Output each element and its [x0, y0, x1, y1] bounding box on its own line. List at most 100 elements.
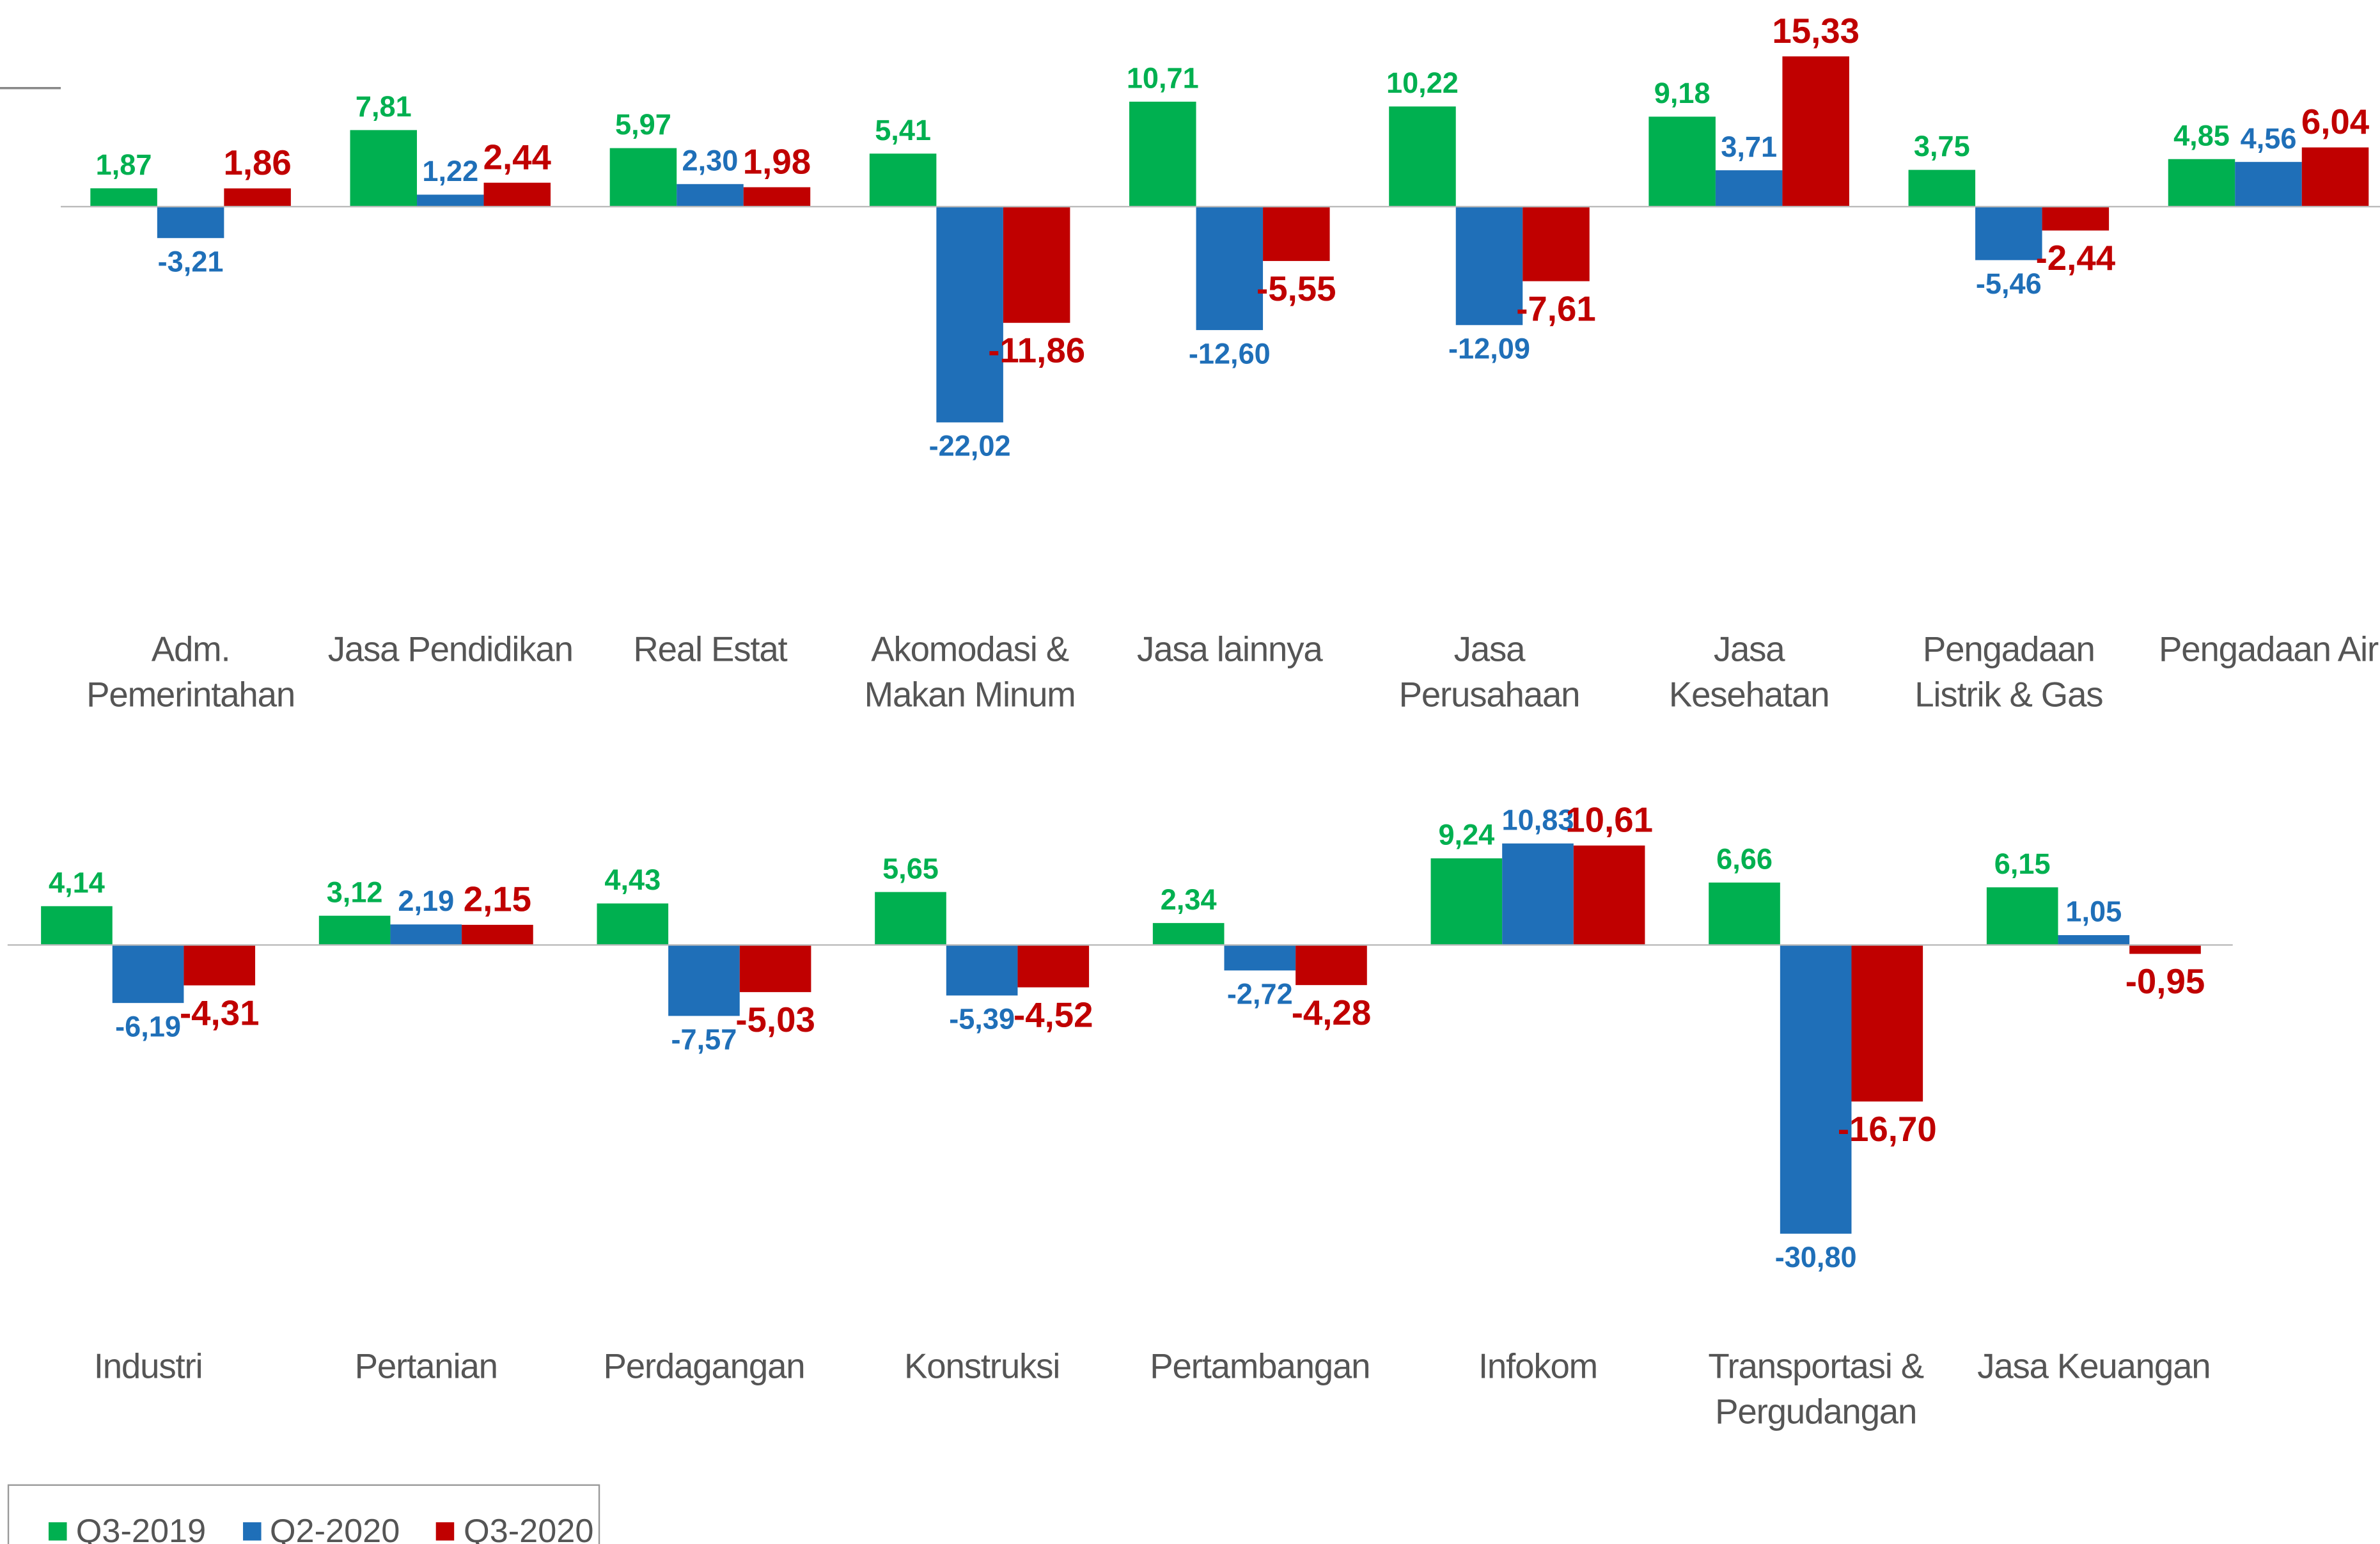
- bar: [462, 924, 533, 945]
- bar: [1573, 845, 1645, 945]
- bar: [1986, 887, 2058, 945]
- bar: [869, 154, 937, 207]
- bar: [2301, 147, 2369, 207]
- data-label: -5,46: [1976, 267, 2042, 300]
- data-label: -4,31: [180, 993, 260, 1032]
- bar: [1196, 207, 1264, 331]
- bar: [318, 915, 391, 945]
- bar: [157, 207, 224, 239]
- data-label: 6,04: [2301, 102, 2370, 141]
- data-label: -4,28: [1292, 993, 1372, 1032]
- x-tick-label: Jasa Pendidikan: [327, 629, 574, 669]
- data-label: 1,86: [223, 143, 291, 182]
- data-label: 6,15: [1994, 847, 2051, 880]
- bar: [483, 182, 551, 207]
- bar: [946, 945, 1018, 996]
- bar: [1851, 945, 1923, 1102]
- data-label: -5,55: [1257, 269, 1336, 308]
- bar: [224, 188, 291, 207]
- x-tick-label: Pertambangan: [1150, 1346, 1370, 1386]
- bar: [668, 945, 740, 1016]
- bar: [1430, 858, 1503, 945]
- data-label: 5,65: [882, 852, 939, 885]
- legend-swatch: [49, 1522, 67, 1541]
- data-label: 3,12: [327, 876, 383, 908]
- data-label: -2,44: [2036, 239, 2116, 278]
- data-label: 1,98: [743, 142, 811, 181]
- data-label: 3,71: [1721, 130, 1777, 163]
- data-label: 2,44: [483, 138, 552, 177]
- legend-swatch: [242, 1522, 261, 1541]
- x-tick-label: Real Estat: [633, 629, 787, 669]
- bar: [1715, 170, 1783, 207]
- data-label: 1,05: [2065, 895, 2122, 928]
- data-label: 10,61: [1565, 801, 1653, 840]
- bar: [1502, 843, 1574, 945]
- bar: [1975, 207, 2042, 260]
- data-label: 3,75: [1914, 130, 1970, 162]
- bar: [2168, 159, 2235, 207]
- bar: [1908, 169, 1976, 207]
- legend-item: Q2-2020: [242, 1504, 400, 1544]
- bar: [1017, 945, 1090, 988]
- data-label: -22,02: [929, 430, 1011, 462]
- data-label: 1,22: [422, 155, 478, 187]
- data-label: 5,41: [875, 114, 931, 146]
- legend-label: Q2-2020: [269, 1511, 400, 1544]
- data-label: -3,21: [158, 245, 224, 278]
- x-tick-label: Jasa Keuangan: [1977, 1346, 2211, 1386]
- data-label: 10,83: [1502, 803, 1574, 836]
- data-label: -2,72: [1227, 978, 1293, 1011]
- legend-label: Q3-2019: [75, 1511, 207, 1544]
- x-tick-label: Jasa Perusahaan: [1398, 629, 1581, 714]
- data-label: -7,57: [671, 1023, 737, 1056]
- bar: [739, 945, 811, 993]
- x-tick-label: Jasa Kesehatan: [1668, 629, 1830, 714]
- bar: [609, 148, 677, 207]
- x-tick-label: Pengadaan Listrik & Gas: [1914, 629, 2103, 714]
- data-label: 9,18: [1654, 77, 1711, 109]
- bar: [1780, 945, 1852, 1234]
- data-label: -0,95: [2126, 962, 2205, 1001]
- bar: [41, 906, 113, 945]
- bar: [875, 892, 946, 945]
- data-label: 4,43: [604, 863, 661, 896]
- data-label: -12,60: [1189, 337, 1271, 370]
- x-tick-label: Akomodasi & Makan Minum: [864, 629, 1076, 714]
- data-label: 10,71: [1127, 62, 1199, 95]
- data-label: 4,14: [49, 866, 105, 899]
- bar: [597, 903, 669, 945]
- legend: Q3-2019 Q2-2020 Q3-2020: [7, 1484, 600, 1544]
- legend-item: Q3-2020: [436, 1504, 593, 1544]
- bar: [390, 924, 462, 945]
- data-label: 10,22: [1386, 67, 1459, 99]
- data-label: 7,81: [356, 90, 412, 123]
- bar: [1648, 116, 1716, 207]
- data-label: -6,19: [115, 1010, 181, 1043]
- bar: [2058, 935, 2130, 945]
- data-label: -5,39: [949, 1003, 1015, 1036]
- bar: [112, 945, 184, 1004]
- data-label: -4,52: [1014, 995, 1093, 1034]
- x-tick-label: Jasa lainnya: [1137, 629, 1323, 669]
- x-tick-label: Transportasi & Pergudangan: [1708, 1346, 1924, 1431]
- data-label: -11,86: [988, 331, 1085, 370]
- bar: [1003, 207, 1070, 323]
- bar: [1782, 56, 1849, 207]
- data-label: 2,30: [682, 144, 739, 177]
- bar: [677, 184, 744, 207]
- bar: [1224, 945, 1296, 971]
- data-label: -12,09: [1448, 333, 1530, 365]
- x-tick-label: Adm. Pemerintahan: [86, 629, 295, 714]
- bar: [1263, 207, 1330, 262]
- data-label: 2,19: [398, 885, 454, 917]
- legend-swatch: [436, 1522, 455, 1541]
- x-tick-label: Perdagangan: [603, 1346, 805, 1386]
- data-label: 1,87: [96, 148, 152, 181]
- x-tick-label: Pengadaan Air: [2159, 629, 2379, 669]
- bar: [1455, 207, 1523, 326]
- data-label: 2,15: [464, 880, 531, 919]
